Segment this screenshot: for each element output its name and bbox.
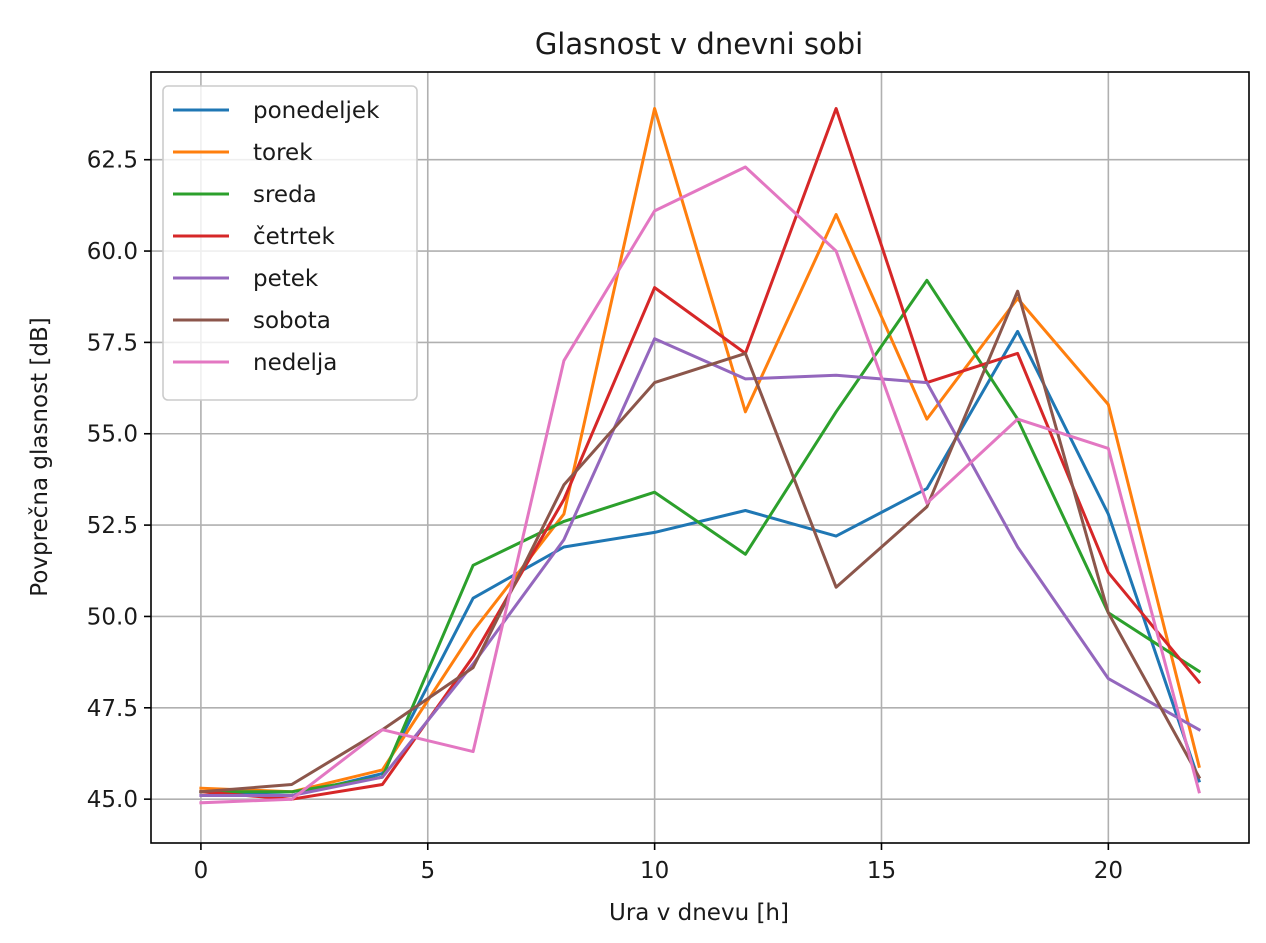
legend-label: torek — [253, 140, 313, 166]
legend-label: sreda — [253, 182, 317, 208]
y-tick-label: 60.0 — [87, 239, 138, 265]
legend-label: nedelja — [253, 350, 337, 376]
legend-label: sobota — [253, 308, 331, 334]
series-lines — [199, 107, 1202, 805]
x-tick-label: 20 — [1094, 858, 1123, 884]
y-tick-label: 50.0 — [87, 604, 138, 630]
series-line — [199, 337, 1202, 797]
plot-frame — [150, 71, 1250, 844]
series-line — [199, 165, 1201, 805]
y-tick-label: 57.5 — [87, 330, 138, 356]
series-line — [199, 107, 1202, 801]
y-axis-label: Povprečna glasnost [dB] — [27, 317, 53, 596]
x-tick-label: 0 — [194, 858, 209, 884]
x-tick-label: 5 — [420, 858, 435, 884]
chart-title: Glasnost v dnevni sobi — [535, 27, 863, 61]
legend: ponedeljek torek sreda četrtek petek sobota ne… — [162, 85, 418, 401]
series-line — [199, 289, 1202, 794]
legend-label: ponedeljek — [253, 98, 380, 124]
x-axis-label: Ura v dnevu [h] — [609, 900, 789, 926]
y-tick-label: 47.5 — [87, 696, 138, 722]
y-tick-label: 62.5 — [87, 148, 138, 174]
series-line — [199, 107, 1201, 794]
y-tick-label: 45.0 — [87, 787, 138, 813]
legend-label: četrtek — [253, 224, 335, 250]
x-tick-label: 15 — [867, 858, 896, 884]
y-tick-label: 52.5 — [87, 513, 138, 539]
axis-ticks: 0 5 10 15 20 45.0 47.5 50.0 52.5 55.0 57.5 60.0 62.5 — [87, 148, 1123, 884]
x-tick-label: 10 — [640, 858, 669, 884]
y-tick-label: 55.0 — [87, 422, 138, 448]
legend-label: petek — [253, 266, 319, 292]
